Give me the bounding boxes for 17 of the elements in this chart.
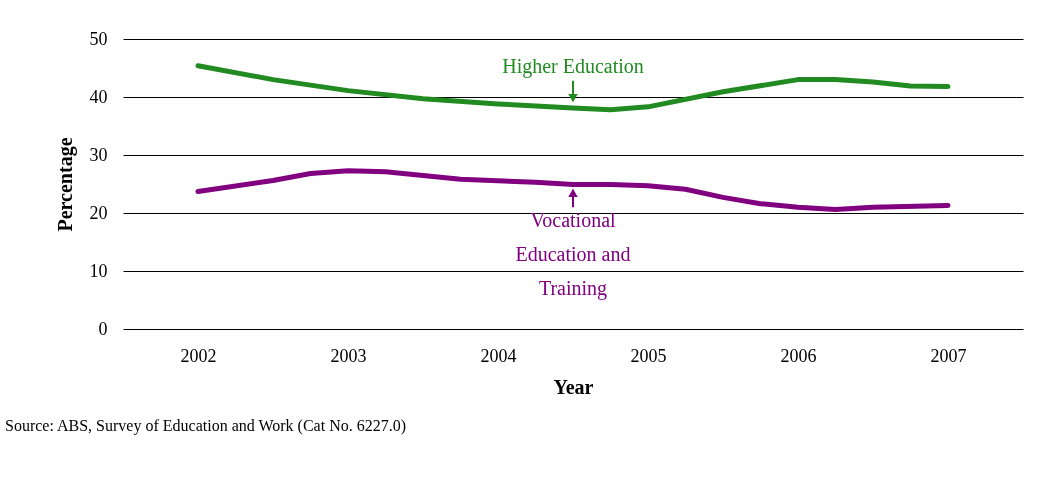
y-tick-label: 30 <box>89 144 108 165</box>
source-note: Source: ABS, Survey of Education and Work (Cat No. 6227.0) <box>5 417 407 435</box>
x-tick-label: 2003 <box>330 345 367 366</box>
x-tick-label: 2002 <box>180 345 217 366</box>
y-tick-label: 20 <box>89 202 108 223</box>
x-tick-label: 2005 <box>630 345 667 366</box>
x-tick-label: 2004 <box>480 345 517 366</box>
annotation: Higher Education <box>502 54 644 78</box>
y-axis-title: Percentage <box>53 137 77 232</box>
x-tick-label: 2007 <box>930 345 967 366</box>
y-tick-label: 10 <box>89 260 108 281</box>
y-tick-label: 40 <box>89 86 108 107</box>
x-axis-title: Year <box>553 375 594 398</box>
x-tick-label: 2006 <box>780 345 817 366</box>
y-tick-label: 0 <box>98 318 108 339</box>
annotation: Vocational Education and Training <box>515 209 631 301</box>
y-tick-label: 50 <box>89 28 108 49</box>
